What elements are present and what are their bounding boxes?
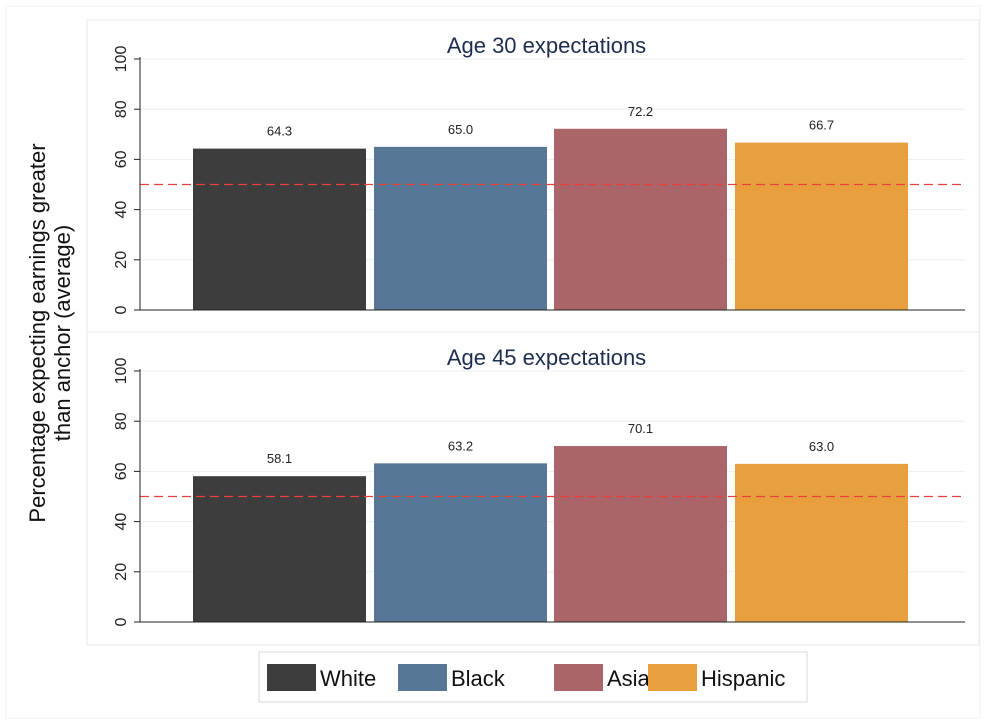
bar-hispanic [735,142,908,310]
bar-value-label: 64.3 [267,124,292,139]
y-tick-label: 40 [113,201,130,219]
legend: White Black Asian Hispanic [258,651,808,703]
bar-value-label: 63.2 [448,438,473,453]
legend-swatch-white [267,664,316,691]
legend-swatch-hispanic [648,664,697,691]
bar-value-label: 66.7 [809,118,834,133]
panel-title: Age 45 expectations [447,345,646,370]
y-axis-label-line-2: than anchor (average) [50,225,75,441]
y-tick-label: 20 [113,563,130,581]
bar-value-label: 65.0 [448,122,473,137]
bar-asian [554,446,727,622]
bar-hispanic [735,463,908,622]
y-tick-label: 60 [113,462,130,480]
bar-value-label: 58.1 [267,451,292,466]
figure-frame [5,5,981,719]
panel-1: 0 20 40 60 80 100 64.3 65.0 72.2 66.7 Age 30 expec… [86,19,980,333]
y-tick-label: 0 [113,617,130,626]
bar-black [374,146,547,310]
panel-title: Age 30 expectations [447,33,646,58]
legend-swatch-black [398,664,447,691]
y-tick-label: 80 [113,412,130,430]
bar-black [374,463,547,622]
legend-label-white: White [320,666,376,691]
bar-value-label: 63.0 [809,439,834,454]
chart-panels: 0 20 40 60 80 100 64.3 65.0 72.2 66.7 Age 30 expec… [86,19,980,646]
bar-value-label: 72.2 [628,104,653,119]
bar-value-label: 70.1 [628,421,653,436]
y-tick-label: 0 [113,305,130,314]
y-tick-label: 80 [113,100,130,118]
y-tick-label: 100 [113,46,130,73]
legend-box [258,651,808,703]
y-axis-label-line-1: Percentage expecting earnings greater [25,143,50,522]
y-tick-label: 40 [113,513,130,531]
legend-label-hispanic: Hispanic [701,666,785,691]
bar-asian [554,128,727,310]
panel-2: 0 20 40 60 80 100 58.1 63.2 70.1 63.0 Age 45 expec… [86,331,980,646]
bar-white [193,148,366,310]
y-tick-label: 100 [113,358,130,385]
legend-label-black: Black [451,666,506,691]
bar-white [193,476,366,622]
legend-swatch-asian [554,664,603,691]
y-tick-label: 20 [113,251,130,269]
y-tick-label: 60 [113,150,130,168]
